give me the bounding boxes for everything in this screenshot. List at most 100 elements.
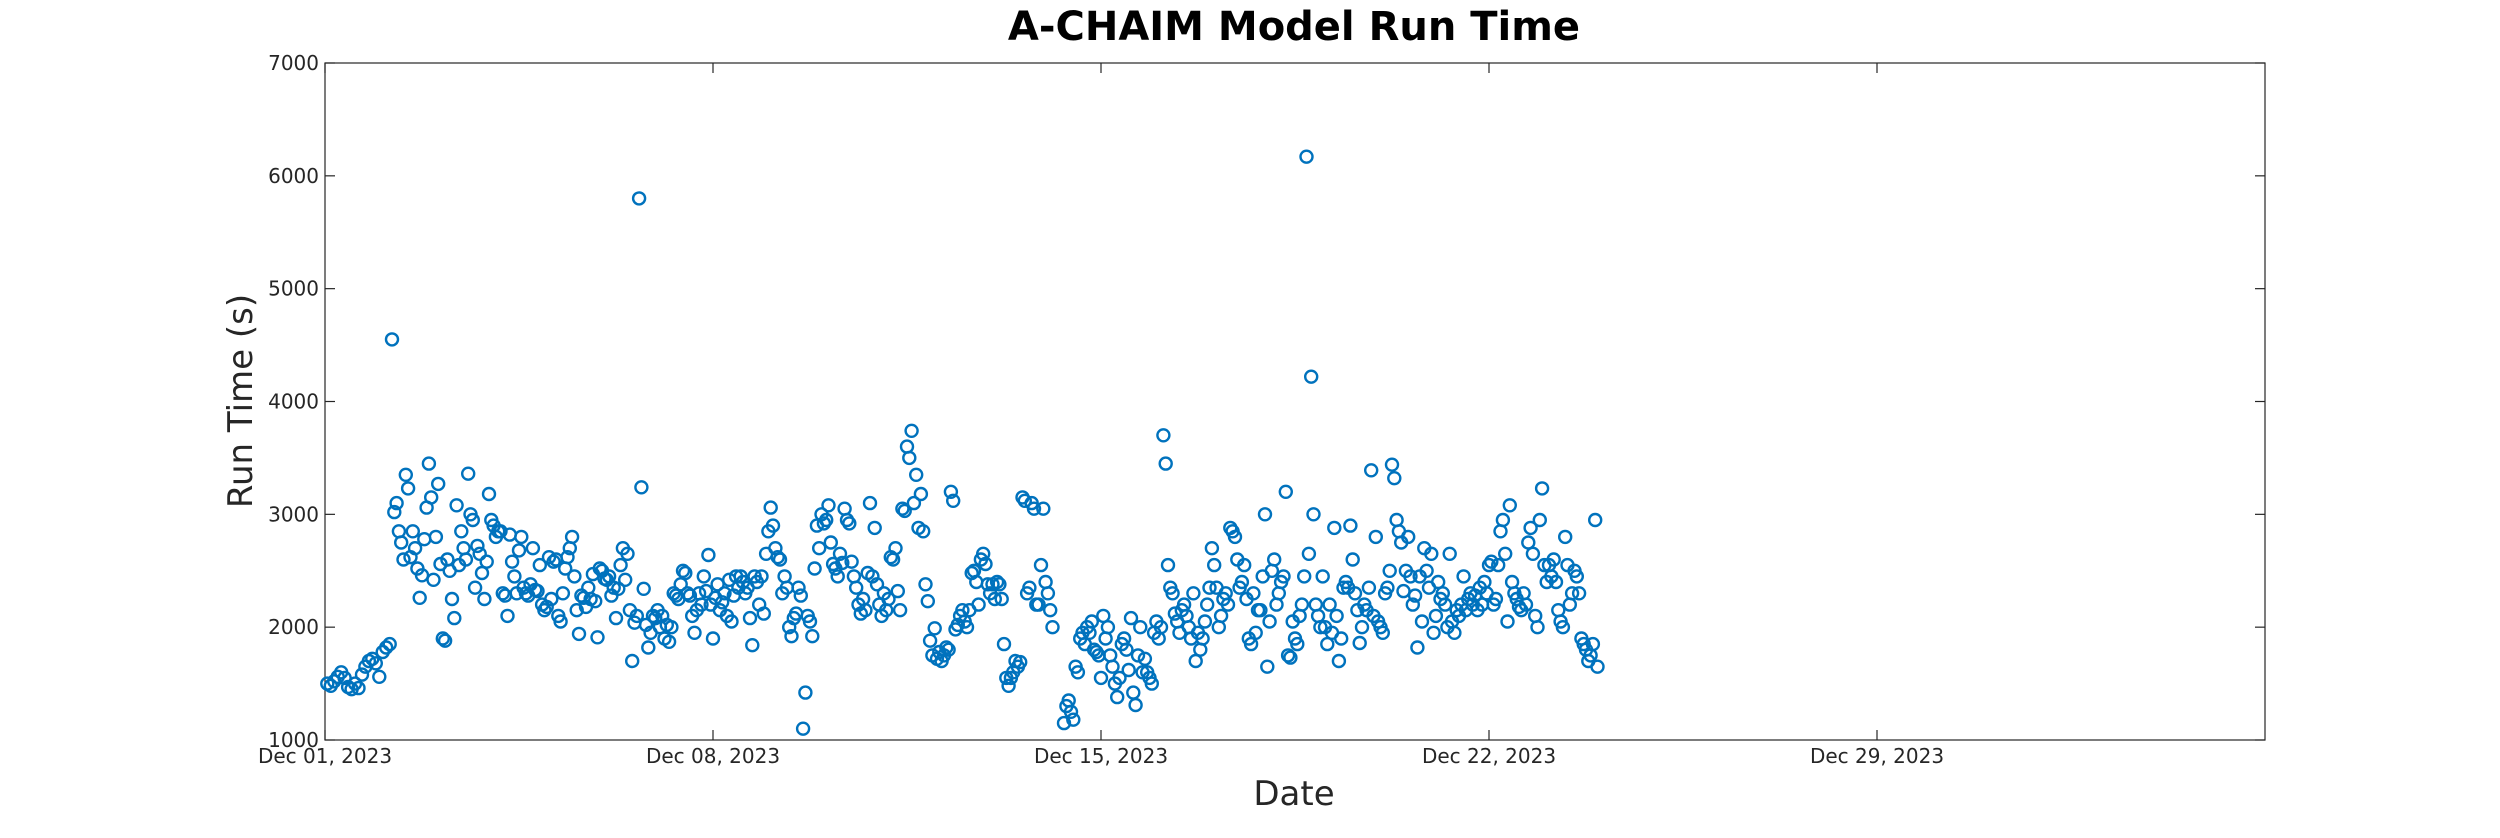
data-point <box>890 583 905 599</box>
data-point <box>1375 625 1391 640</box>
data-point <box>661 634 677 649</box>
data-point <box>1310 608 1326 624</box>
data-point <box>1382 563 1397 578</box>
data-point <box>1262 614 1277 629</box>
data-point <box>1301 546 1317 561</box>
data-point <box>830 569 845 584</box>
data-point <box>1026 501 1042 516</box>
data-point <box>1123 610 1139 626</box>
data-point <box>1502 498 1518 513</box>
data-point <box>1276 569 1291 584</box>
data-point <box>500 608 515 624</box>
data-point <box>823 535 838 550</box>
data-point <box>1495 512 1511 528</box>
data-point <box>1327 520 1342 536</box>
data-point <box>996 636 1012 652</box>
data-point <box>1442 546 1457 561</box>
data-point <box>1555 620 1571 635</box>
data-point <box>477 591 492 607</box>
data-point <box>1100 620 1116 635</box>
data-point <box>1414 614 1430 629</box>
data-point <box>604 588 619 603</box>
data-point <box>368 656 383 671</box>
data-point <box>770 550 785 565</box>
data-point <box>1202 580 1217 595</box>
x-axis: Dec 01, 2023 Dec 08, 2023 Dec 15, 2023 Dec … <box>258 63 1944 768</box>
data-point <box>532 557 547 573</box>
data-point <box>812 541 827 556</box>
x-tick-label: Dec 22, 2023 <box>1422 744 1556 768</box>
data-point <box>1352 635 1367 651</box>
data-point <box>620 546 635 561</box>
data-point <box>687 625 702 640</box>
data-point <box>1211 620 1227 635</box>
data-point <box>481 486 497 502</box>
data-point <box>920 594 935 609</box>
data-point <box>379 640 394 655</box>
data-point <box>636 581 651 596</box>
x-tick-label: Dec 01, 2023 <box>258 744 392 768</box>
data-point <box>1527 608 1543 624</box>
data-point <box>1063 704 1079 719</box>
data-point <box>844 554 859 569</box>
data-point <box>625 653 640 669</box>
x-tick-label: Dec 29, 2023 <box>1810 744 1944 768</box>
data-point <box>989 574 1005 590</box>
data-point <box>1022 580 1037 595</box>
data-point <box>412 590 427 605</box>
data-point <box>1354 620 1370 635</box>
data-point <box>590 630 605 645</box>
data-point <box>1227 529 1243 545</box>
data-point <box>976 546 991 561</box>
y-tick-label: 4000 <box>268 390 319 414</box>
data-point <box>1109 689 1125 705</box>
data-point <box>1001 678 1016 693</box>
data-point <box>835 555 850 571</box>
x-axis-label: Date <box>1253 774 1334 814</box>
data-point <box>1031 597 1046 612</box>
data-point <box>1426 625 1441 640</box>
data-point <box>992 577 1007 592</box>
data-point <box>428 529 444 545</box>
data-point <box>634 480 649 495</box>
data-point <box>553 614 568 629</box>
data-point <box>1246 586 1261 601</box>
data-point <box>525 541 541 556</box>
data-point <box>1033 557 1049 573</box>
data-point <box>1036 501 1051 516</box>
data-point <box>1518 597 1534 612</box>
data-point <box>1102 648 1118 663</box>
data-point <box>1493 524 1508 539</box>
data-point <box>588 594 603 609</box>
data-point <box>613 557 628 573</box>
data-point <box>987 591 1002 607</box>
data-point <box>1387 471 1402 486</box>
data-point <box>807 561 822 576</box>
data-point <box>754 569 769 584</box>
data-point <box>1156 428 1171 443</box>
data-point <box>581 580 596 595</box>
data-point <box>1447 625 1462 640</box>
data-point <box>426 572 441 587</box>
data-point <box>795 721 811 736</box>
data-point <box>1105 659 1120 674</box>
data-point <box>387 504 402 520</box>
data-point <box>1269 597 1284 612</box>
data-point <box>1534 481 1550 496</box>
data-point <box>904 423 919 438</box>
data-point <box>394 535 409 550</box>
data-point <box>1569 569 1585 584</box>
data-point <box>1571 586 1587 601</box>
data-point <box>895 501 910 516</box>
data-point <box>943 484 959 499</box>
data-point <box>1296 569 1312 584</box>
data-point <box>1153 620 1169 635</box>
y-axis-label: Run Time (s) <box>221 294 261 508</box>
data-point <box>1197 614 1213 629</box>
data-point <box>1186 586 1201 601</box>
data-point <box>1490 557 1506 573</box>
data-point <box>1306 507 1321 522</box>
data-point <box>1070 665 1086 680</box>
data-point <box>994 591 1009 607</box>
data-point <box>1280 648 1296 663</box>
